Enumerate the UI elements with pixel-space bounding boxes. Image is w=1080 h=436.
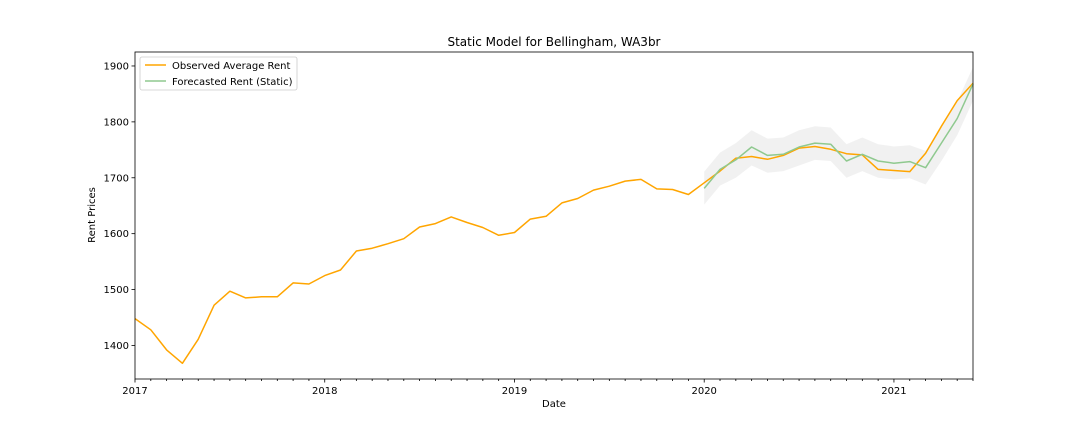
y-axis-label: Rent Prices (87, 187, 98, 243)
chart-title: Static Model for Bellingham, WA3br (447, 35, 660, 49)
y-tick-label: 1400 (104, 341, 129, 352)
x-tick-label: 2020 (691, 386, 716, 397)
x-tick-label: 2018 (312, 386, 337, 397)
y-tick-label: 1500 (104, 285, 129, 296)
series-line-observed (134, 82, 974, 365)
legend-box (139, 56, 298, 91)
x-axis-label: Date (542, 399, 566, 410)
confidence-band-1 (704, 67, 973, 205)
legend-label-observed: Observed Average Rent (172, 61, 291, 72)
series-layer (134, 82, 974, 365)
y-axis: 1400 1500 1600 1700 1800 1900 (104, 61, 135, 352)
legend: Observed Average Rent Forecasted Rent (S… (139, 56, 298, 91)
x-tick-label: 2017 (122, 386, 147, 397)
confidence-band-layer (704, 67, 973, 205)
y-tick-label: 1900 (104, 61, 129, 72)
series-line-forecast (703, 83, 974, 189)
legend-label-forecast: Forecasted Rent (Static) (172, 77, 293, 88)
y-tick-label: 1700 (104, 173, 129, 184)
x-tick-label: 2019 (502, 386, 527, 397)
y-tick-label: 1600 (104, 229, 129, 240)
plot-frame (134, 51, 974, 380)
x-axis: 2017 2018 2019 2020 2021 (122, 379, 974, 397)
y-tick-label: 1800 (104, 117, 129, 128)
x-tick-label: 2021 (881, 386, 906, 397)
